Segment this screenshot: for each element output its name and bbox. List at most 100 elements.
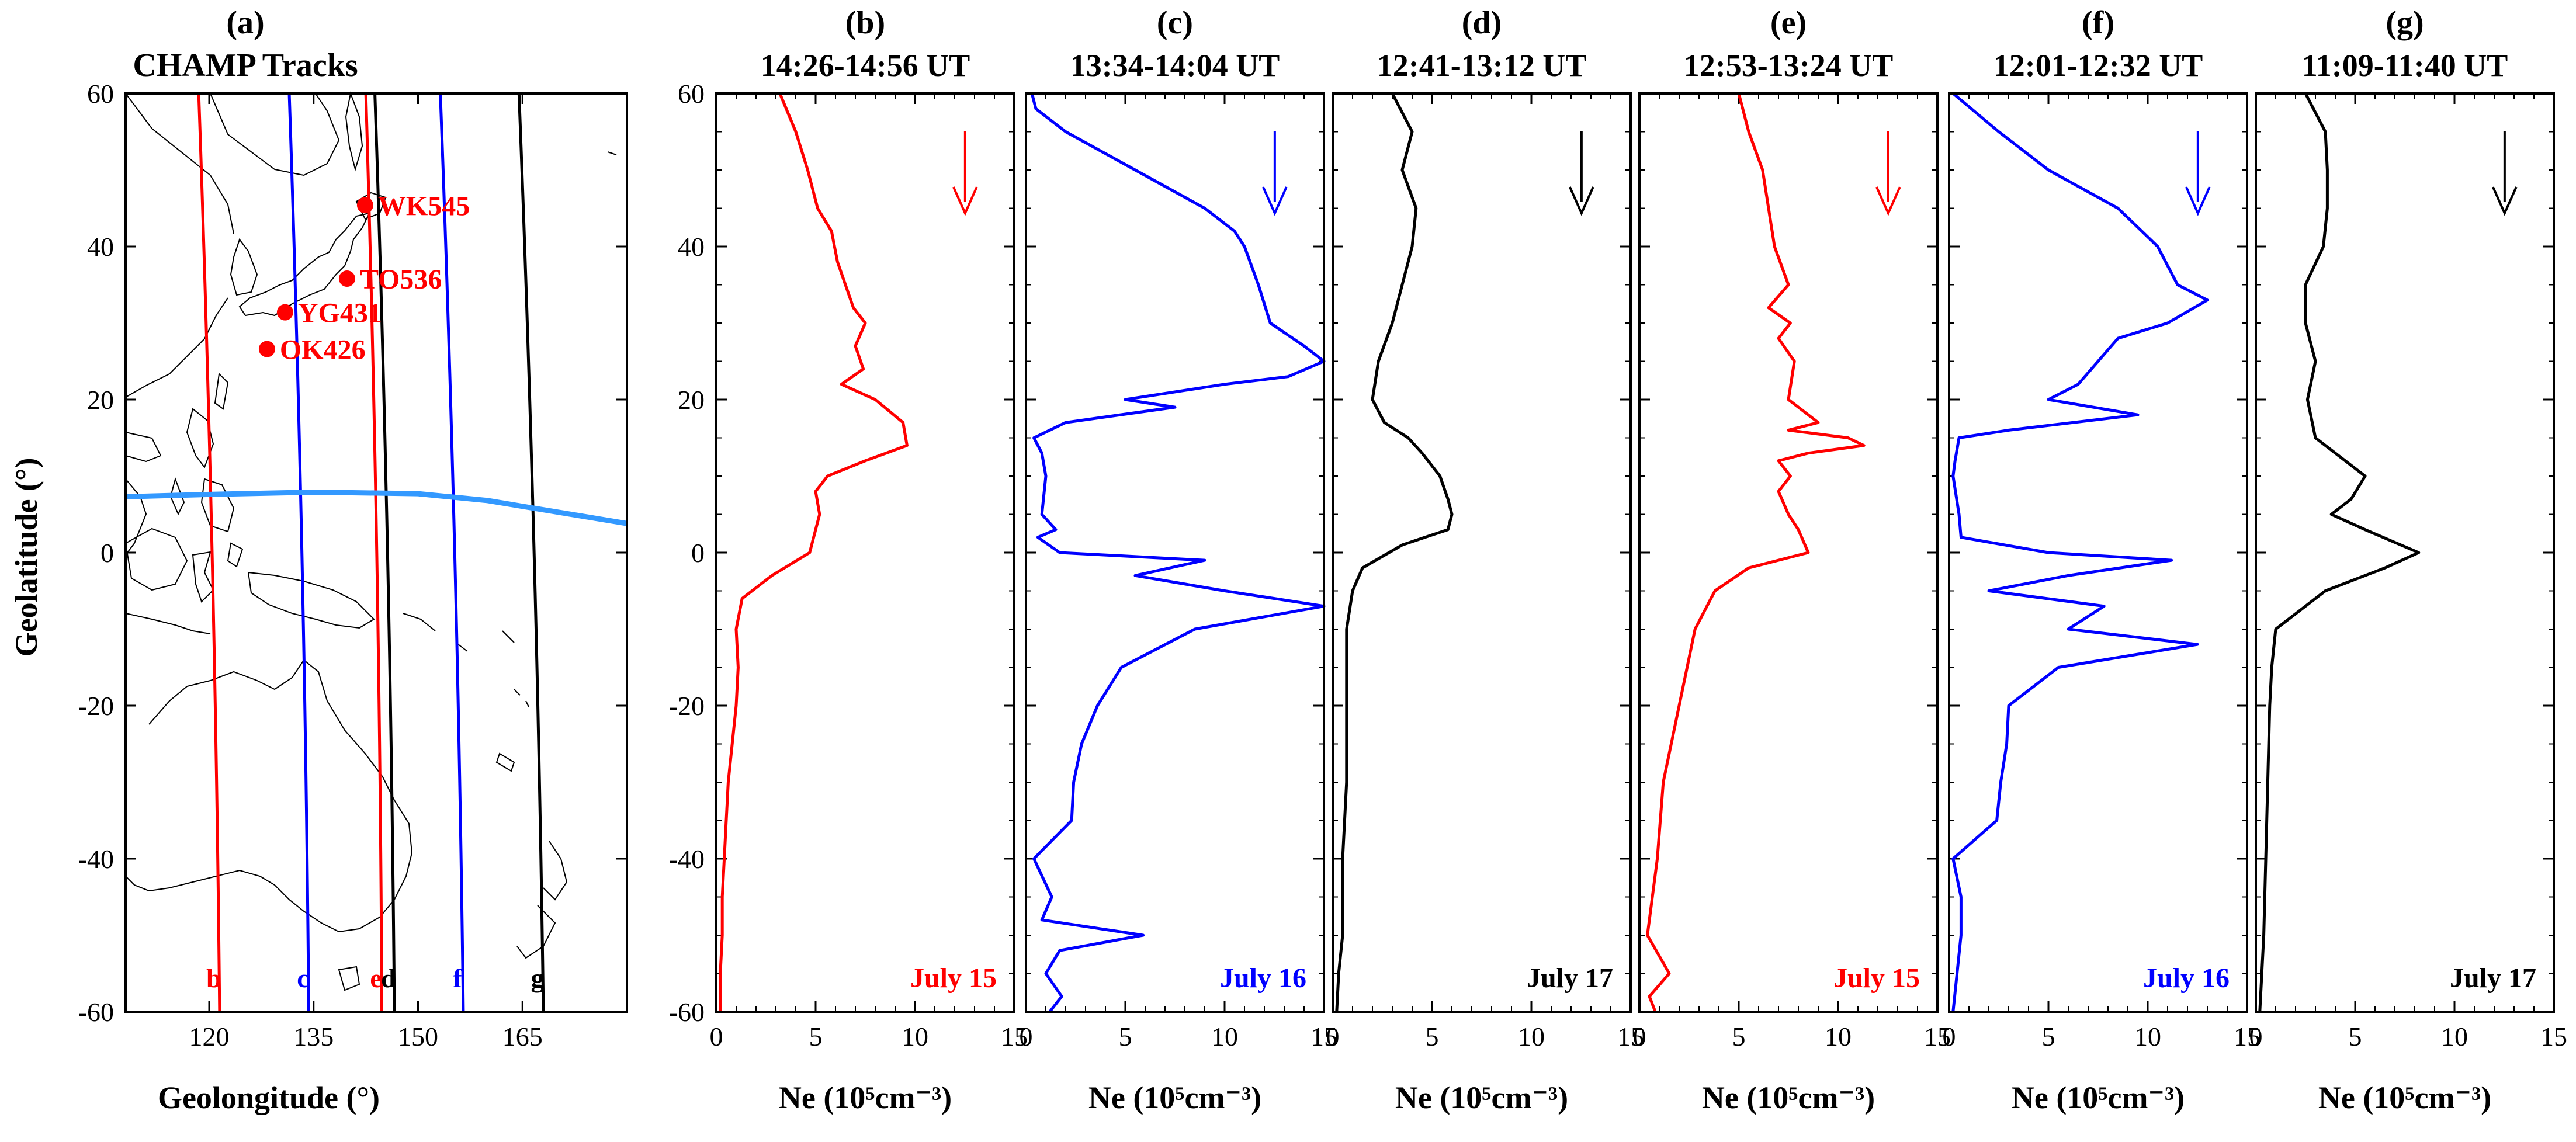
xtick-label: 0	[2249, 1022, 2263, 1051]
xtick-label: 0	[1633, 1022, 1646, 1051]
ne-profile-line	[1335, 92, 1454, 1012]
ne-profile-line	[1030, 93, 1326, 1013]
xtick-label: 0	[710, 1022, 723, 1051]
map-xtick-label: 165	[502, 1022, 543, 1051]
xtick-label: 10	[2134, 1022, 2161, 1051]
station-marker-to536	[338, 270, 355, 287]
track-label-d: d	[381, 963, 396, 993]
xtick-label: 15	[2234, 1022, 2260, 1051]
track-line-f	[439, 93, 465, 1012]
map-xtick-label: 120	[189, 1022, 230, 1051]
direction-arrow-head	[2185, 186, 2211, 216]
panel-frame	[1025, 92, 1325, 1013]
xtick-label: 5	[809, 1022, 823, 1051]
ytick-label: -20	[669, 691, 705, 721]
xtick-label: 0	[1020, 1022, 1033, 1051]
ytick-label: -40	[669, 844, 705, 874]
ne-profile-line	[1646, 93, 1866, 1012]
panel-frame	[715, 92, 1015, 1013]
map-ytick-label: 0	[100, 538, 114, 568]
date-label: July 15	[1833, 963, 1920, 994]
map-xlabel: Geolongitude (°)	[158, 1080, 380, 1115]
panel-title: 14:26-14:56 UT	[761, 48, 970, 83]
xtick-label: 10	[1211, 1022, 1238, 1051]
station-label-to536: TO536	[360, 264, 442, 295]
track-label-c: c	[297, 963, 308, 993]
map-xtick-label: 150	[398, 1022, 438, 1051]
station-marker-ok426	[258, 341, 275, 357]
coastlines	[124, 91, 617, 991]
xtick-label: 10	[2441, 1022, 2468, 1051]
direction-arrow-head	[1875, 186, 1901, 216]
xlabel: Ne (10⁵cm⁻³)	[1088, 1080, 1261, 1115]
panel-letter: (e)	[1770, 5, 1807, 41]
xtick-label: 15	[2540, 1022, 2567, 1051]
xtick-label: 5	[2349, 1022, 2362, 1051]
ne-profile-line	[719, 93, 909, 1012]
station-label-yg431: YG431	[298, 298, 382, 329]
map-ytick-label: -40	[78, 844, 114, 874]
panel-frame	[1332, 92, 1632, 1013]
xtick-label: 15	[1310, 1022, 1337, 1051]
panel-letter: (g)	[2386, 5, 2424, 41]
track-line-g	[517, 93, 545, 1012]
xtick-label: 15	[1924, 1022, 1951, 1051]
ytick-label: 0	[691, 538, 705, 568]
map-panel-letter: (a)	[226, 5, 264, 41]
direction-arrow-head	[1569, 186, 1594, 216]
xlabel: Ne (10⁵cm⁻³)	[1702, 1080, 1875, 1115]
panel-letter: (b)	[845, 5, 885, 41]
date-label: July 15	[910, 963, 997, 994]
track-line-d	[373, 93, 396, 1012]
xtick-label: 10	[1518, 1022, 1545, 1051]
xlabel: Ne (10⁵cm⁻³)	[2318, 1080, 2491, 1115]
map-ytick-label: 40	[87, 232, 114, 262]
panel-title: 12:41-13:12 UT	[1377, 48, 1586, 83]
xtick-label: 0	[1943, 1022, 1956, 1051]
panel-title: 11:09-11:40 UT	[2302, 48, 2508, 83]
station-label-ok426: OK426	[280, 335, 366, 366]
panel-frame	[1638, 92, 1939, 1013]
xtick-label: 5	[1426, 1022, 1439, 1051]
xtick-label: 5	[2042, 1022, 2055, 1051]
ytick-label: 60	[678, 79, 705, 109]
ne-profile-line	[2258, 92, 2421, 1012]
station-label-wk545: WK545	[378, 190, 470, 221]
xlabel: Ne (10⁵cm⁻³)	[779, 1080, 952, 1115]
map-xtick-label: 135	[293, 1022, 334, 1051]
ytick-label: -60	[669, 997, 705, 1027]
track-label-f: f	[453, 963, 462, 993]
xlabel: Ne (10⁵cm⁻³)	[2012, 1080, 2185, 1115]
track-line-b	[197, 93, 221, 1012]
map-ytick-label: 20	[87, 385, 114, 415]
xtick-label: 10	[1825, 1022, 1852, 1051]
magnetic-equator-line	[125, 489, 627, 526]
map-ylabel: Geolatitude (°)	[9, 457, 44, 657]
xtick-label: 15	[1001, 1022, 1028, 1051]
ytick-label: 20	[678, 385, 705, 415]
track-line-e	[364, 93, 384, 1012]
panel-frame	[2255, 92, 2555, 1013]
ne-profile-line	[1951, 92, 2209, 1012]
track-label-b: b	[206, 963, 221, 993]
panel-letter: (d)	[1462, 5, 1502, 41]
direction-arrow-head	[1262, 186, 1288, 216]
date-label: July 16	[1220, 963, 1306, 994]
date-label: July 17	[1527, 963, 1613, 994]
xtick-label: 15	[1617, 1022, 1644, 1051]
track-label-g: g	[531, 963, 545, 993]
station-marker-wk545	[356, 197, 373, 214]
panel-frame	[1948, 92, 2248, 1013]
track-line-c	[287, 93, 310, 1012]
xlabel: Ne (10⁵cm⁻³)	[1395, 1080, 1568, 1115]
xtick-label: 10	[902, 1022, 928, 1051]
direction-arrow-head	[2492, 186, 2518, 216]
map-ytick-label: 60	[87, 79, 114, 109]
panel-title: 13:34-14:04 UT	[1070, 48, 1280, 83]
map-ytick-label: -20	[78, 691, 114, 721]
